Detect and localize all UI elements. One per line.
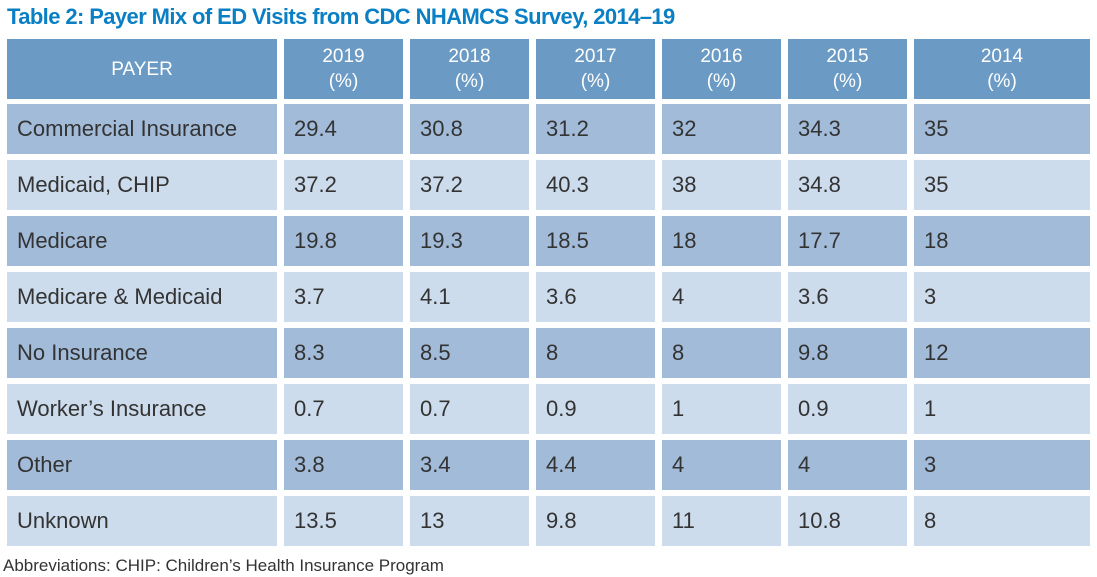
header-unit: (%) <box>832 71 863 92</box>
payer-cell: Other <box>7 440 277 490</box>
payer-cell: Unknown <box>7 496 277 546</box>
table-row: Commercial Insurance 29.4 30.8 31.2 32 34.3 35 <box>7 104 1090 154</box>
value-cell-2019: 3.8 <box>284 440 403 490</box>
value-cell-2016: 4 <box>662 440 781 490</box>
value-cell-2017: 18.5 <box>536 216 655 266</box>
value-cell-2017: 3.6 <box>536 272 655 322</box>
value-cell-2017: 4.4 <box>536 440 655 490</box>
value-cell-2018: 13 <box>410 496 529 546</box>
value-cell-2019: 3.7 <box>284 272 403 322</box>
table-row: No Insurance 8.3 8.5 8 8 9.8 12 <box>7 328 1090 378</box>
value-cell-2019: 29.4 <box>284 104 403 154</box>
payer-cell: Worker’s Insurance <box>7 384 277 434</box>
value-cell-2016: 11 <box>662 496 781 546</box>
table-row: Medicare & Medicaid 3.7 4.1 3.6 4 3.6 3 <box>7 272 1090 322</box>
value-cell-2016: 18 <box>662 216 781 266</box>
payer-cell: Medicaid, CHIP <box>7 160 277 210</box>
table-title: Table 2: Payer Mix of ED Visits from CDC… <box>7 4 675 29</box>
value-cell-2018: 0.7 <box>410 384 529 434</box>
value-cell-2015: 17.7 <box>788 216 907 266</box>
value-cell-2014: 3 <box>914 440 1090 490</box>
value-cell-2017: 9.8 <box>536 496 655 546</box>
table-header-row: PAYER 2019 (%) 2018 (%) 2017 (%) 2016 (%… <box>7 39 1090 99</box>
header-unit: (%) <box>706 71 737 92</box>
header-unit: (%) <box>580 71 611 92</box>
table-row: Medicare 19.8 19.3 18.5 18 17.7 18 <box>7 216 1090 266</box>
value-cell-2016: 38 <box>662 160 781 210</box>
value-cell-2018: 4.1 <box>410 272 529 322</box>
value-cell-2015: 3.6 <box>788 272 907 322</box>
value-cell-2014: 12 <box>914 328 1090 378</box>
value-cell-2014: 8 <box>914 496 1090 546</box>
value-cell-2017: 8 <box>536 328 655 378</box>
value-cell-2014: 18 <box>914 216 1090 266</box>
header-2016: 2016 (%) <box>662 39 781 99</box>
header-year: 2014 <box>980 46 1024 67</box>
header-unit: (%) <box>328 71 359 92</box>
value-cell-2018: 37.2 <box>410 160 529 210</box>
header-year: 2016 <box>700 46 743 67</box>
header-unit: (%) <box>454 71 485 92</box>
payer-cell: Commercial Insurance <box>7 104 277 154</box>
payer-cell: Medicare <box>7 216 277 266</box>
value-cell-2019: 19.8 <box>284 216 403 266</box>
value-cell-2015: 0.9 <box>788 384 907 434</box>
value-cell-2014: 35 <box>914 104 1090 154</box>
value-cell-2016: 32 <box>662 104 781 154</box>
value-cell-2019: 13.5 <box>284 496 403 546</box>
header-2015: 2015 (%) <box>788 39 907 99</box>
payer-mix-table: PAYER 2019 (%) 2018 (%) 2017 (%) 2016 (%… <box>7 39 1090 552</box>
value-cell-2018: 19.3 <box>410 216 529 266</box>
header-year: 2017 <box>574 46 617 67</box>
value-cell-2015: 34.8 <box>788 160 907 210</box>
value-cell-2019: 0.7 <box>284 384 403 434</box>
value-cell-2019: 8.3 <box>284 328 403 378</box>
value-cell-2016: 4 <box>662 272 781 322</box>
header-label: PAYER <box>111 58 173 80</box>
value-cell-2018: 8.5 <box>410 328 529 378</box>
value-cell-2014: 1 <box>914 384 1090 434</box>
value-cell-2015: 10.8 <box>788 496 907 546</box>
value-cell-2019: 37.2 <box>284 160 403 210</box>
value-cell-2016: 8 <box>662 328 781 378</box>
header-2017: 2017 (%) <box>536 39 655 99</box>
table-row: Other 3.8 3.4 4.4 4 4 3 <box>7 440 1090 490</box>
payer-cell: Medicare & Medicaid <box>7 272 277 322</box>
value-cell-2017: 0.9 <box>536 384 655 434</box>
value-cell-2014: 35 <box>914 160 1090 210</box>
table-row: Medicaid, CHIP 37.2 37.2 40.3 38 34.8 35 <box>7 160 1090 210</box>
header-year: 2019 <box>322 46 365 67</box>
value-cell-2017: 31.2 <box>536 104 655 154</box>
payer-cell: No Insurance <box>7 328 277 378</box>
table-row: Worker’s Insurance 0.7 0.7 0.9 1 0.9 1 <box>7 384 1090 434</box>
value-cell-2015: 34.3 <box>788 104 907 154</box>
value-cell-2018: 30.8 <box>410 104 529 154</box>
footnote: Abbreviations: CHIP: Children’s Health I… <box>3 556 444 575</box>
value-cell-2017: 40.3 <box>536 160 655 210</box>
header-year: 2015 <box>826 46 869 67</box>
header-2019: 2019 (%) <box>284 39 403 99</box>
value-cell-2015: 4 <box>788 440 907 490</box>
value-cell-2014: 3 <box>914 272 1090 322</box>
value-cell-2016: 1 <box>662 384 781 434</box>
header-year: 2018 <box>448 46 491 67</box>
value-cell-2018: 3.4 <box>410 440 529 490</box>
header-unit: (%) <box>987 71 1017 92</box>
table-row: Unknown 13.5 13 9.8 11 10.8 8 <box>7 496 1090 546</box>
header-2018: 2018 (%) <box>410 39 529 99</box>
value-cell-2015: 9.8 <box>788 328 907 378</box>
header-payer: PAYER <box>7 39 277 99</box>
header-2014: 2014 (%) <box>914 39 1090 99</box>
